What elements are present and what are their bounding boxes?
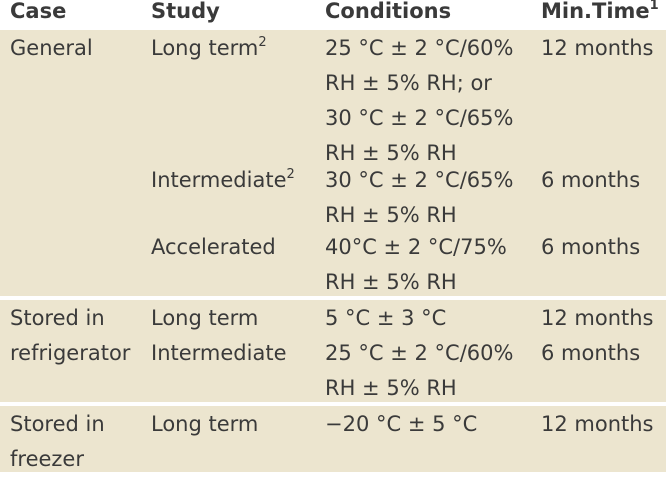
- table-header: Case Study Conditions Min.Time1: [0, 0, 666, 26]
- group-refrigerator: Stored in refrigerator Long term 5 °C ± …: [0, 300, 666, 402]
- conditions-cell: 25 °C ± 2 °C/60% RH ± 5% RH; or 30 °C ± …: [325, 36, 514, 165]
- study-cell: Accelerated: [151, 235, 276, 259]
- conditions-cell: 40°C ± 2 °C/75% RH ± 5% RH: [325, 235, 507, 294]
- group-freezer: Stored in freezer Long term −20 °C ± 5 °…: [0, 406, 666, 472]
- case-cell: Stored in freezer: [10, 412, 105, 471]
- study-cell: Long term: [151, 412, 259, 436]
- study-cell: Long term: [151, 306, 259, 330]
- conditions-cell: 5 °C ± 3 °C: [325, 306, 447, 330]
- conditions-cell: −20 °C ± 5 °C: [325, 412, 478, 436]
- min-time-cell: 12 months: [541, 306, 654, 330]
- min-time-cell: 6 months: [541, 341, 641, 365]
- group-general: General Long term2 25 °C ± 2 °C/60% RH ±…: [0, 30, 666, 296]
- min-time-cell: 6 months: [541, 235, 641, 259]
- study-cell: Intermediate: [151, 341, 287, 365]
- header-min-time: Min.Time1: [541, 0, 659, 23]
- header-case: Case: [10, 0, 67, 23]
- study-cell: Long term2: [151, 35, 267, 60]
- case-cell: General: [10, 36, 93, 60]
- min-time-cell: 12 months: [541, 412, 654, 436]
- min-time-cell: 6 months: [541, 168, 641, 192]
- min-time-cell: 12 months: [541, 36, 654, 60]
- header-conditions: Conditions: [325, 0, 452, 23]
- study-cell: Intermediate2: [151, 167, 295, 192]
- conditions-cell: 25 °C ± 2 °C/60% RH ± 5% RH: [325, 341, 514, 400]
- case-cell: Stored in refrigerator: [10, 306, 131, 365]
- header-study: Study: [151, 0, 220, 23]
- conditions-cell: 30 °C ± 2 °C/65% RH ± 5% RH: [325, 168, 514, 227]
